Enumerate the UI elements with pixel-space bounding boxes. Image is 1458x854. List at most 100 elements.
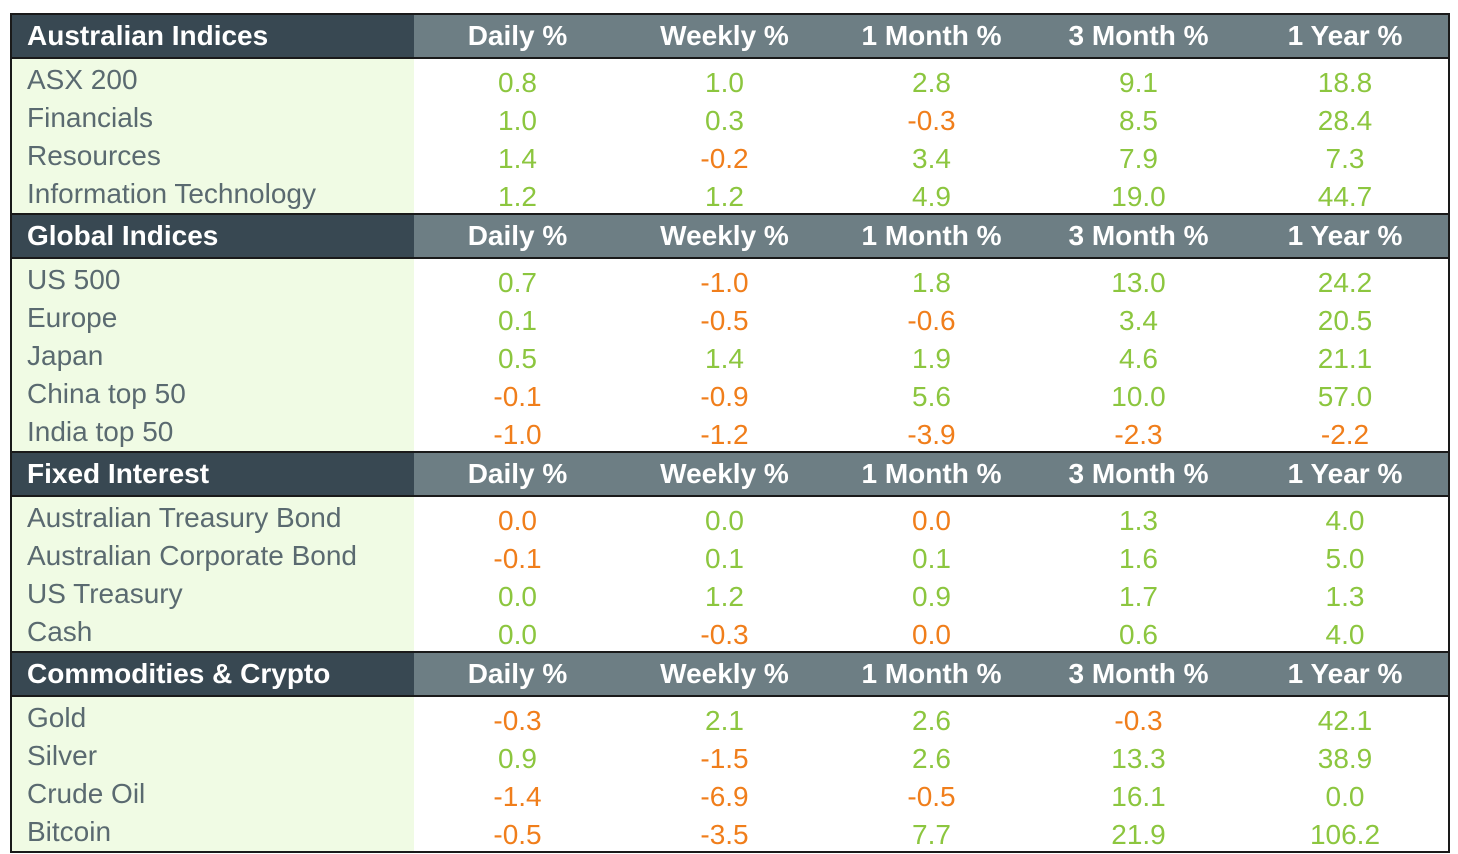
- value-cell: -0.1: [414, 375, 621, 413]
- value-text: 4.9: [912, 181, 951, 212]
- value-cell: 20.5: [1242, 299, 1449, 337]
- value-text: 1.4: [498, 143, 537, 174]
- column-header: Daily %: [414, 451, 621, 497]
- value-text: 1.0: [705, 67, 744, 98]
- value-cell: 0.8: [414, 58, 621, 99]
- value-cell: 4.9: [828, 175, 1035, 214]
- value-cell: 1.4: [414, 137, 621, 175]
- value-cell: 19.0: [1035, 175, 1242, 214]
- table-row: Bitcoin -0.5 -3.5 7.7 21.9 106.2: [11, 813, 1449, 852]
- value-cell: 3.4: [1035, 299, 1242, 337]
- value-cell: 1.0: [414, 99, 621, 137]
- table-row: Crude Oil -1.4 -6.9 -0.5 16.1 0.0: [11, 775, 1449, 813]
- column-header: Weekly %: [621, 651, 828, 697]
- value-cell: 0.1: [828, 537, 1035, 575]
- value-text: 57.0: [1317, 381, 1373, 412]
- value-text: 2.6: [912, 705, 951, 736]
- section-title: Global Indices: [11, 213, 414, 259]
- value-text: -0.5: [493, 819, 542, 850]
- value-text: 2.8: [912, 67, 951, 98]
- value-cell: 7.7: [828, 813, 1035, 852]
- value-text: -0.6: [907, 305, 956, 336]
- row-label: Resources: [11, 137, 414, 175]
- value-text: 3.4: [912, 143, 951, 174]
- value-text: -1.0: [700, 267, 749, 298]
- value-cell: 0.9: [828, 575, 1035, 613]
- table-row: Australian Treasury Bond 0.0 0.0 0.0 1.3 4.0: [11, 496, 1449, 537]
- section-header: Global Indices Daily % Weekly % 1 Month % 3 …: [11, 213, 1449, 259]
- value-cell: 1.4: [621, 337, 828, 375]
- value-cell: 21.1: [1242, 337, 1449, 375]
- value-cell: 10.0: [1035, 375, 1242, 413]
- value-cell: 4.6: [1035, 337, 1242, 375]
- table-body: Australian Indices Daily % Weekly % 1 Month…: [11, 13, 1449, 852]
- value-cell: -1.2: [621, 413, 828, 452]
- value-text: -0.1: [493, 381, 542, 412]
- value-text: -0.1: [493, 543, 542, 574]
- table-row: Silver 0.9 -1.5 2.6 13.3 38.9: [11, 737, 1449, 775]
- value-text: -0.3: [1114, 705, 1163, 736]
- value-text: 1.0: [498, 105, 537, 136]
- value-text: 28.4: [1317, 105, 1373, 136]
- value-cell: -0.3: [414, 696, 621, 737]
- column-header: Daily %: [414, 13, 621, 59]
- value-text: 7.7: [912, 819, 951, 850]
- value-text: 19.0: [1111, 181, 1166, 212]
- value-text: 1.3: [1119, 505, 1158, 536]
- value-text: -2.2: [1320, 419, 1370, 450]
- table-row: Australian Corporate Bond -0.1 0.1 0.1 1.6 5.…: [11, 537, 1449, 575]
- value-cell: -0.2: [621, 137, 828, 175]
- column-header: Weekly %: [621, 451, 828, 497]
- value-text: -0.3: [907, 105, 956, 136]
- value-text: 0.0: [498, 581, 537, 612]
- value-text: -1.0: [493, 419, 542, 450]
- value-cell: -2.2: [1242, 413, 1449, 452]
- value-text: 0.0: [912, 619, 951, 650]
- table-row: Resources 1.4 -0.2 3.4 7.9 7.3: [11, 137, 1449, 175]
- value-cell: -6.9: [621, 775, 828, 813]
- value-cell: 2.6: [828, 737, 1035, 775]
- value-cell: 28.4: [1242, 99, 1449, 137]
- row-label: India top 50: [11, 413, 414, 452]
- row-label: Financials: [11, 99, 414, 137]
- value-cell: -0.5: [621, 299, 828, 337]
- value-cell: -1.5: [621, 737, 828, 775]
- value-cell: 0.6: [1035, 613, 1242, 652]
- column-header: Daily %: [414, 651, 621, 697]
- value-text: 13.0: [1111, 267, 1166, 298]
- value-cell: 1.6: [1035, 537, 1242, 575]
- table-row: US Treasury 0.0 1.2 0.9 1.7 1.3: [11, 575, 1449, 613]
- value-text: 0.6: [1119, 619, 1158, 650]
- value-cell: 44.7: [1242, 175, 1449, 214]
- value-cell: 42.1: [1242, 696, 1449, 737]
- value-text: 0.0: [912, 505, 951, 536]
- table-row: China top 50 -0.1 -0.9 5.6 10.0 57.0: [11, 375, 1449, 413]
- value-text: 5.0: [1325, 543, 1365, 574]
- value-cell: 0.7: [414, 258, 621, 299]
- value-cell: -0.5: [828, 775, 1035, 813]
- value-cell: 1.7: [1035, 575, 1242, 613]
- column-header: 3 Month %: [1035, 213, 1242, 259]
- row-label: US Treasury: [11, 575, 414, 613]
- value-text: 5.6: [912, 381, 951, 412]
- value-cell: 0.3: [621, 99, 828, 137]
- value-cell: 106.2: [1242, 813, 1449, 852]
- value-text: 0.0: [705, 505, 744, 536]
- value-text: 20.5: [1317, 305, 1373, 336]
- value-text: -0.3: [493, 705, 542, 736]
- value-text: 0.0: [498, 619, 537, 650]
- value-text: 9.1: [1119, 67, 1158, 98]
- value-text: 0.1: [705, 543, 744, 574]
- value-text: 10.0: [1111, 381, 1166, 412]
- value-cell: 24.2: [1242, 258, 1449, 299]
- column-header: 1 Month %: [828, 13, 1035, 59]
- value-text: 1.8: [912, 267, 951, 298]
- value-text: 0.0: [498, 505, 537, 536]
- table-row: Cash 0.0 -0.3 0.0 0.6 4.0: [11, 613, 1449, 652]
- row-label: Bitcoin: [11, 813, 414, 852]
- value-cell: 4.0: [1242, 613, 1449, 652]
- value-cell: 0.1: [621, 537, 828, 575]
- value-text: 0.9: [912, 581, 951, 612]
- value-text: 7.3: [1325, 143, 1365, 174]
- value-text: -0.3: [700, 619, 749, 650]
